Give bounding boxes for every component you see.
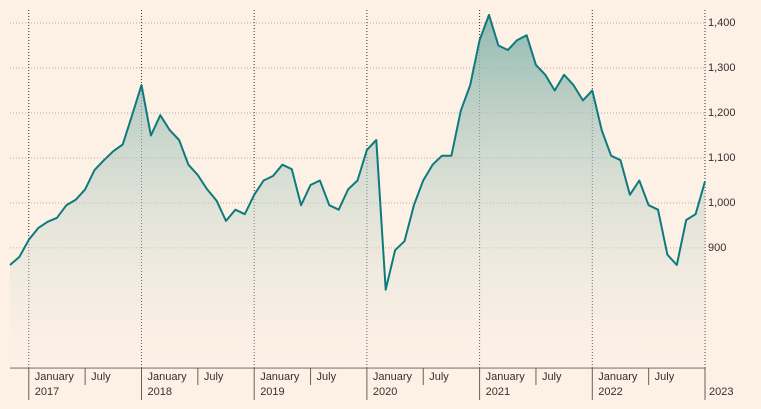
y-tick-label: 1,200 bbox=[708, 107, 736, 119]
x-tick-year: 2018 bbox=[147, 386, 171, 398]
x-tick-year: 2021 bbox=[486, 386, 510, 398]
x-tick-label: January bbox=[373, 371, 413, 383]
x-tick-label: January bbox=[35, 371, 75, 383]
x-tick-label: January bbox=[260, 371, 300, 383]
y-tick-label: 1,100 bbox=[708, 152, 736, 164]
x-tick-label: July bbox=[542, 371, 562, 383]
x-tick-label: January bbox=[486, 371, 526, 383]
y-tick-label: 1,400 bbox=[708, 17, 736, 29]
area bbox=[10, 14, 705, 369]
x-tick-label: January bbox=[598, 371, 638, 383]
x-tick-year: 2020 bbox=[373, 386, 397, 398]
x-tick-label: July bbox=[204, 371, 224, 383]
x-tick-label: July bbox=[429, 371, 449, 383]
y-tick-label: 1,300 bbox=[708, 62, 736, 74]
x-tick-label: July bbox=[655, 371, 675, 383]
x-tick-year: 2017 bbox=[35, 386, 59, 398]
line bbox=[9, 13, 706, 291]
x-tick-label: July bbox=[317, 371, 337, 383]
x-tick-year: 2023 bbox=[709, 386, 733, 398]
y-tick-label: 900 bbox=[708, 242, 726, 254]
x-tick-label: January bbox=[147, 371, 187, 383]
x-tick-label: July bbox=[91, 371, 111, 383]
y-tick-label: 1,000 bbox=[708, 197, 736, 209]
x-tick-year: 2019 bbox=[260, 386, 284, 398]
x-tick-year: 2022 bbox=[598, 386, 622, 398]
